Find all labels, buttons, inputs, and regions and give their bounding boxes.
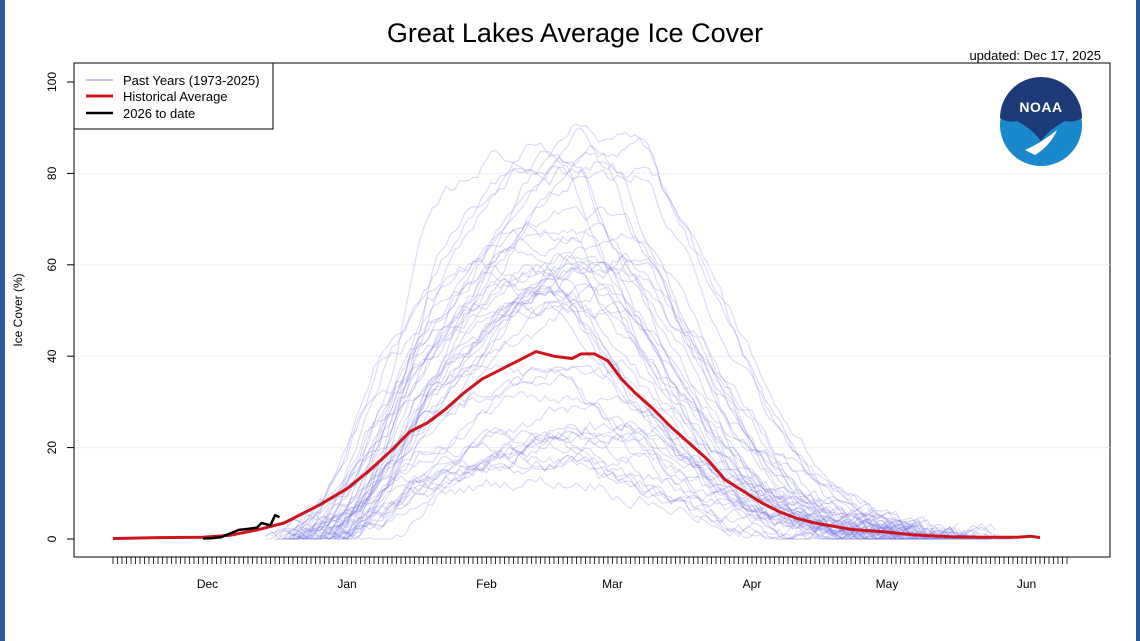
y-tick-label: 100 <box>45 72 59 92</box>
past-year-line <box>328 144 982 540</box>
y-tick-label: 20 <box>45 441 59 455</box>
past-year-line <box>342 447 955 540</box>
past-year-line <box>274 373 955 540</box>
past-year-line <box>310 222 919 540</box>
past-year-line <box>297 366 996 540</box>
legend: Past Years (1973-2025) Historical Averag… <box>73 62 274 130</box>
x-tick-label: Feb <box>476 577 497 591</box>
past-year-line <box>328 301 919 540</box>
y-axis-label: Ice Cover (%) <box>11 273 25 346</box>
past-year-line <box>292 142 937 540</box>
y-tick-label: 60 <box>45 258 59 272</box>
past-year-line <box>266 127 1009 540</box>
past-year-line <box>288 261 1013 540</box>
past-year-line <box>310 454 1009 540</box>
x-tick-label: Apr <box>743 577 762 591</box>
past-year-line <box>333 253 955 540</box>
x-tick-label: Dec <box>197 577 218 591</box>
past-year-line <box>288 251 928 540</box>
svg-text:NOAA: NOAA <box>1019 99 1062 115</box>
legend-label-historical-average: Historical Average <box>123 89 228 104</box>
past-years-lines <box>265 123 1013 540</box>
chart-svg: 0 20 40 60 80 100 Dec Jan Feb Mar Apr May Jun Ice C… <box>11 62 1111 591</box>
past-year-line <box>302 265 986 540</box>
past-year-line <box>315 246 1013 540</box>
past-year-line <box>333 452 946 540</box>
past-year-line <box>279 426 901 540</box>
grid-lines <box>74 172 1110 449</box>
past-year-line <box>342 156 950 540</box>
y-axis: 0 20 40 60 80 100 <box>45 72 75 542</box>
updated-date: updated: Dec 17, 2025 <box>969 48 1101 63</box>
past-year-line <box>275 358 910 540</box>
past-year-line <box>324 363 946 540</box>
past-year-line <box>274 435 915 540</box>
past-year-line <box>283 166 960 540</box>
chart-title: Great Lakes Average Ice Cover <box>386 18 764 48</box>
past-year-line <box>283 228 906 540</box>
past-year-line <box>293 430 996 540</box>
x-tick-label: May <box>876 577 899 591</box>
past-year-line <box>319 168 960 540</box>
past-year-line <box>315 282 942 540</box>
past-year-line <box>279 254 977 540</box>
past-year-line <box>324 422 905 540</box>
legend-label-2026: 2026 to date <box>123 106 195 121</box>
plot-box <box>73 62 1111 558</box>
legend-label-past-years: Past Years (1973-2025) <box>123 73 260 88</box>
past-year-line <box>338 423 923 540</box>
past-year-line <box>279 298 928 537</box>
current-season-line <box>202 513 280 540</box>
y-tick-label: 0 <box>45 535 59 542</box>
past-year-line <box>333 257 928 540</box>
past-year-line <box>288 429 978 540</box>
x-axis: Dec Jan Feb Mar Apr May Jun <box>112 556 1068 591</box>
past-year-line <box>342 261 991 540</box>
y-tick-label: 40 <box>45 349 59 363</box>
past-year-line <box>265 300 915 540</box>
past-year-line <box>275 264 919 540</box>
past-year-line <box>292 300 955 540</box>
past-year-line <box>288 476 933 540</box>
past-year-line <box>310 123 964 540</box>
past-year-line <box>324 161 941 540</box>
past-year-line <box>293 395 928 540</box>
past-year-line <box>284 222 928 540</box>
past-year-line <box>297 301 964 540</box>
y-tick-label: 80 <box>45 166 59 180</box>
x-tick-label: Mar <box>602 577 623 591</box>
historical-average-line <box>112 350 1041 540</box>
main-series <box>112 350 1041 540</box>
noaa-logo: NOAA <box>999 77 1083 167</box>
past-year-line <box>292 205 901 540</box>
x-tick-label: Jun <box>1017 577 1036 591</box>
past-year-line <box>328 149 1000 540</box>
past-year-line <box>265 278 901 540</box>
past-year-line <box>342 282 968 540</box>
past-year-line <box>333 437 932 540</box>
x-tick-label: Jan <box>337 577 356 591</box>
past-year-line <box>342 263 973 540</box>
past-year-line <box>319 282 914 540</box>
past-year-line <box>319 286 928 540</box>
